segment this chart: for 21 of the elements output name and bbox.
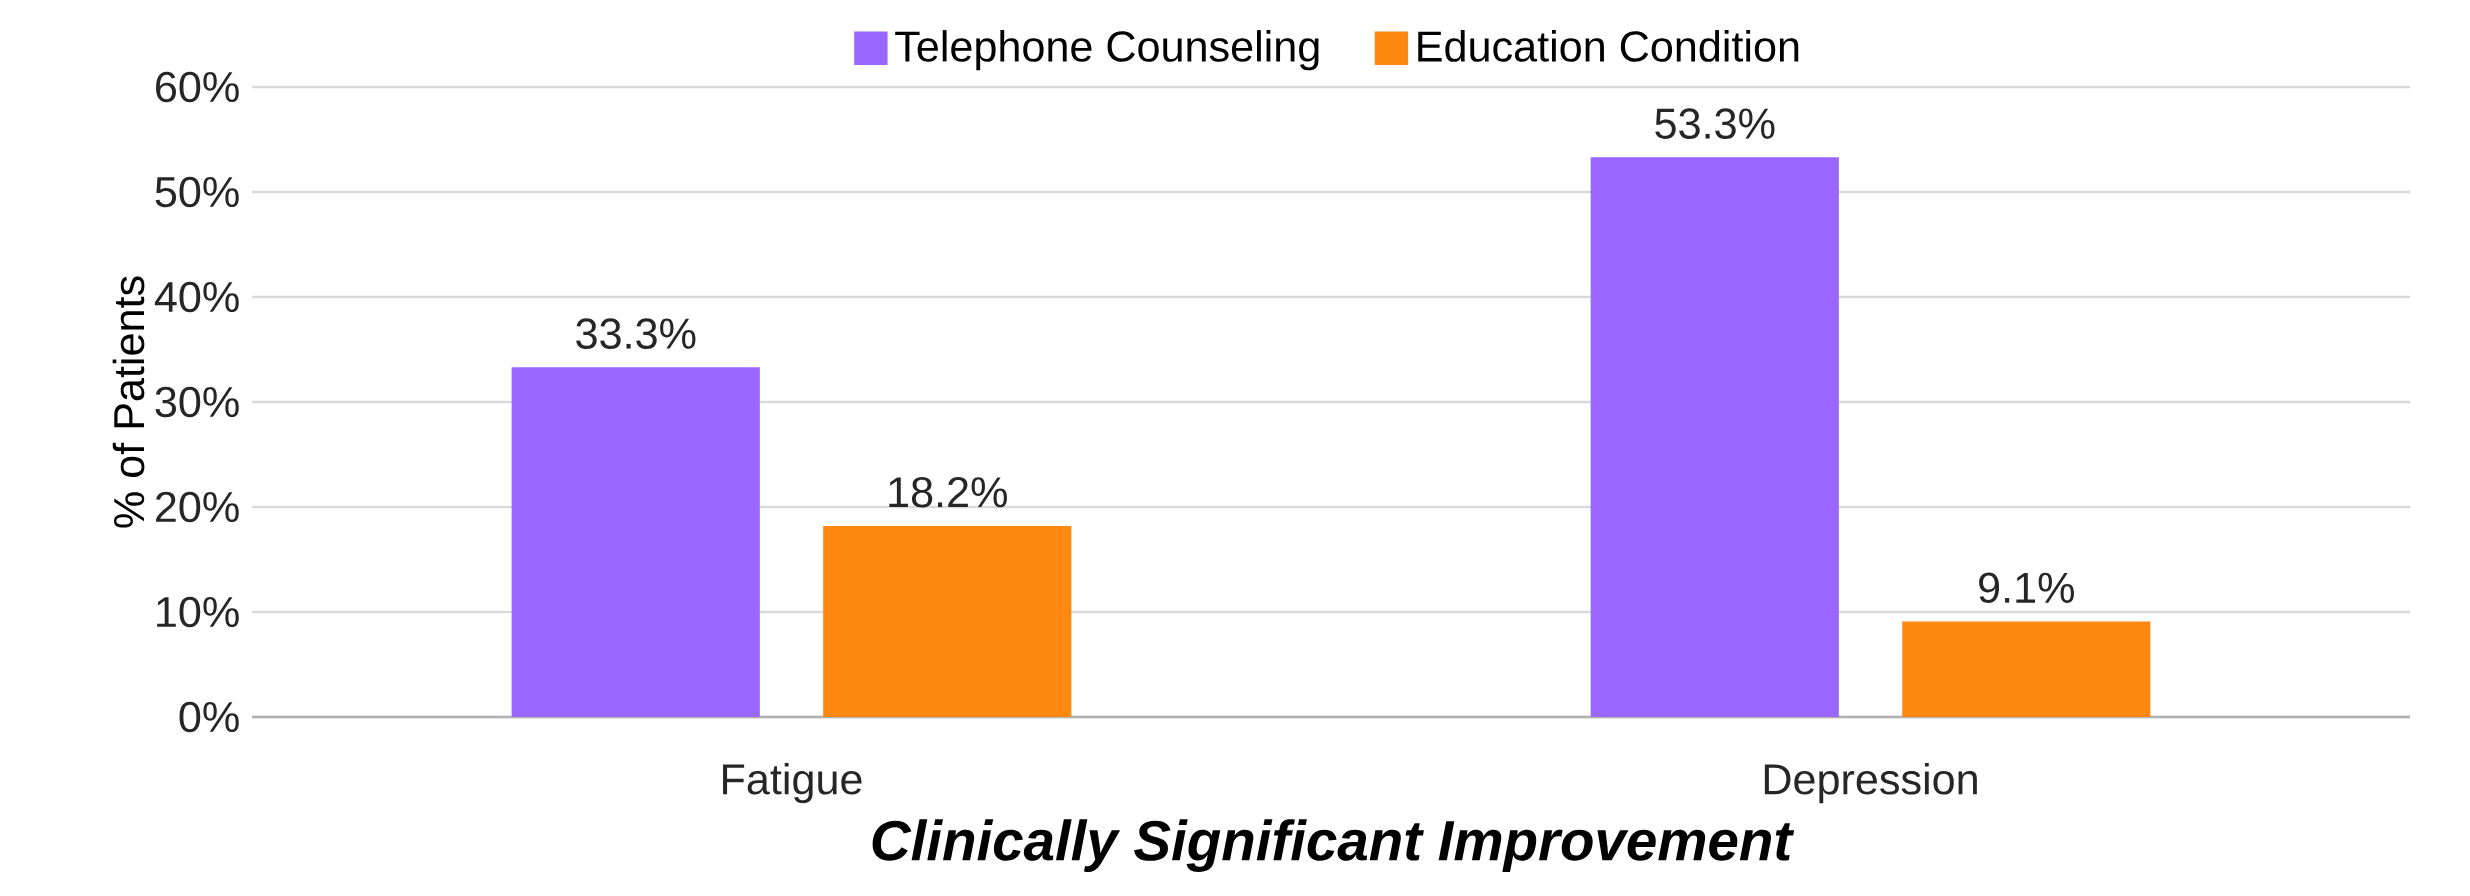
bar — [511, 367, 760, 718]
data-label: 53.3% — [1655, 108, 1775, 139]
x-axis-title: Clinically Significant Improvement — [872, 819, 1795, 872]
y-tick-label: 30% — [155, 386, 239, 418]
y-axis-title: % of Patients — [112, 276, 145, 528]
legend-label: Telephone Counseling — [895, 30, 1319, 71]
bar — [1902, 621, 2151, 718]
y-tick-label: 20% — [156, 491, 239, 523]
bar — [1590, 157, 1839, 718]
x-tick-label: Depression — [1764, 762, 1977, 804]
x-tick-label: Fatigue — [723, 762, 862, 804]
legend-label: Education Condition — [1418, 30, 1799, 62]
y-tick-label: 50% — [155, 176, 239, 208]
data-label: 18.2% — [889, 476, 1007, 508]
y-tick-label: 10% — [157, 596, 239, 628]
data-label: 33.3% — [576, 318, 696, 349]
data-label: 9.1% — [1979, 572, 2074, 604]
y-tick-label: 0% — [179, 701, 239, 733]
bar — [823, 525, 1072, 718]
y-tick-label: 40% — [154, 281, 239, 313]
y-tick-label: 60% — [156, 71, 239, 103]
